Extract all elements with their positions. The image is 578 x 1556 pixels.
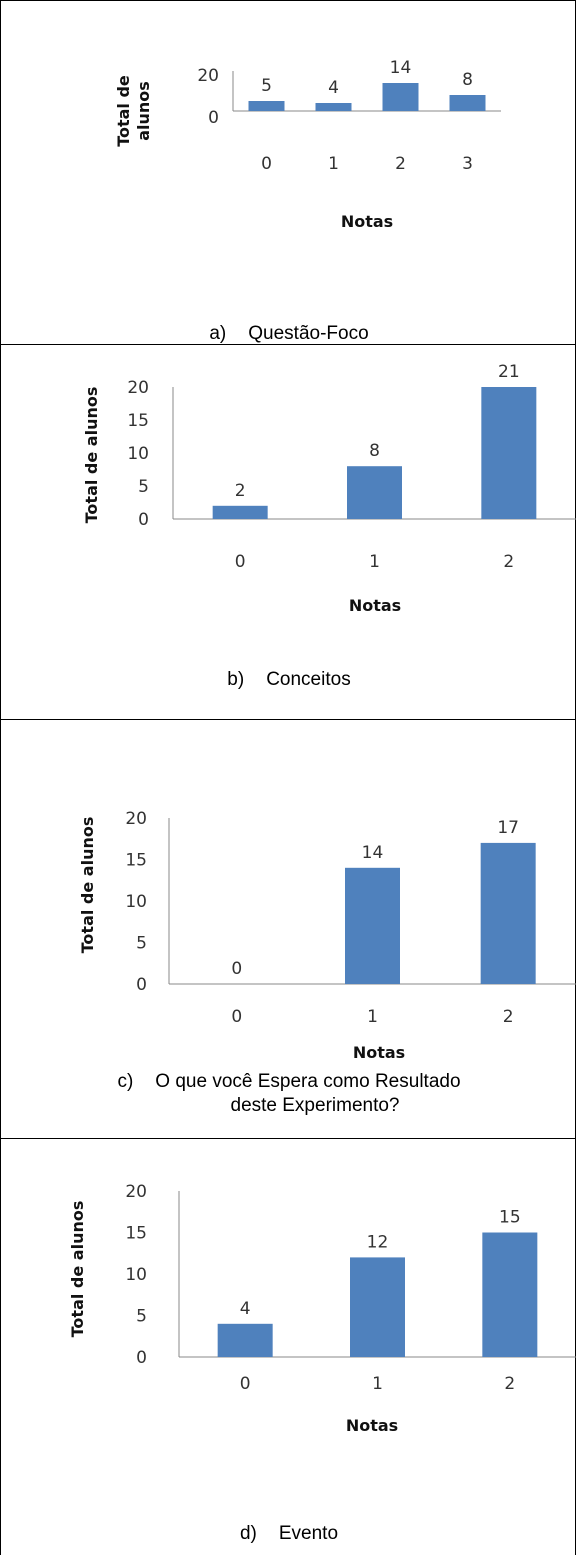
bar	[480, 842, 536, 984]
bar	[449, 95, 486, 111]
caption-b-letter: b)	[227, 669, 245, 690]
x-tick-label: 0	[231, 1007, 242, 1027]
bar	[345, 867, 400, 984]
y-tick-label: 20	[127, 378, 149, 398]
bar	[315, 103, 352, 111]
y-tick-label: 0	[136, 1348, 147, 1368]
y-axis-title-line1: Total de	[114, 75, 133, 147]
x-axis-title: Notas	[341, 212, 393, 231]
bar	[347, 466, 402, 519]
caption-a: a) Questão-Foco	[1, 323, 577, 345]
panel-a: 0 20 5 0 4 1 14 2 8 3 Notas Total de alunos a) Questã…	[0, 0, 576, 344]
y-tick-label: 20	[125, 809, 147, 829]
y-axis-title: Total de alunos	[114, 75, 153, 147]
caption-c: c) O que você Espera como Resultado deste…	[1, 1070, 577, 1118]
chart-c: 0 5 10 15 20 0 0 14 1 17 2 Notas Total de alunos	[78, 809, 576, 1062]
y-tick-label: 10	[125, 892, 147, 912]
y-tick-label: 0	[208, 108, 219, 128]
x-tick-label: 2	[504, 1374, 515, 1394]
x-tick-label: 1	[369, 552, 380, 572]
caption-a-text: Questão-Foco	[248, 323, 369, 344]
y-axis-title: Total de alunos	[82, 387, 101, 524]
data-label: 5	[261, 76, 272, 96]
y-tick-label: 5	[138, 477, 149, 497]
x-tick-label: 2	[395, 154, 406, 174]
y-axis-title: Total de alunos	[68, 1201, 87, 1338]
bar	[217, 1323, 273, 1357]
caption-d-text: Evento	[278, 1523, 339, 1544]
x-tick-label: 2	[503, 552, 514, 572]
bar	[212, 505, 268, 519]
x-tick-label: 3	[462, 154, 473, 174]
data-label: 14	[390, 58, 412, 78]
panel-d: 0 5 10 15 20 4 0 12 1 15 2 Notas Total de alunos d) E…	[0, 1138, 576, 1555]
data-label: 17	[497, 818, 519, 838]
y-axis-title-text: Total de alunos	[78, 817, 97, 954]
caption-d-letter: d)	[239, 1523, 257, 1544]
panel-b: 0 5 10 15 20 2 0 8 1 21 2 Notas Total de alunos b) Co…	[0, 344, 576, 719]
y-axis-title-text: Total de alunos	[82, 387, 101, 524]
x-tick-label: 1	[328, 154, 339, 174]
y-tick-label: 15	[127, 411, 149, 431]
x-axis-title: Notas	[349, 596, 401, 615]
y-tick-label: 10	[127, 444, 149, 464]
x-axis-title: Notas	[353, 1043, 405, 1062]
y-tick-label: 5	[136, 934, 147, 954]
y-tick-label: 10	[125, 1265, 147, 1285]
data-label: 15	[499, 1208, 521, 1228]
panel-c: 0 5 10 15 20 0 0 14 1 17 2 Notas Total de alunos c) O…	[0, 719, 576, 1138]
caption-a-letter: a)	[209, 323, 227, 344]
chart-a: 0 20 5 0 4 1 14 2 8 3 Notas Total de alunos	[114, 58, 501, 231]
bar	[350, 1257, 405, 1357]
bar	[248, 101, 285, 111]
data-label: 0	[231, 959, 242, 979]
caption-d: d) Evento	[1, 1523, 577, 1545]
caption-b: b) Conceitos	[1, 669, 577, 691]
data-label: 4	[240, 1299, 251, 1319]
caption-c-text: O que você Espera como Resultado	[155, 1071, 461, 1092]
y-tick-label: 20	[125, 1182, 147, 1202]
x-tick-label: 2	[503, 1007, 514, 1027]
y-axis-title-line2: alunos	[134, 81, 153, 141]
data-label: 21	[498, 362, 520, 382]
x-tick-label: 0	[261, 154, 272, 174]
caption-c-text-cont: deste Experimento?	[230, 1095, 400, 1116]
bar	[482, 1232, 538, 1357]
x-axis-title: Notas	[346, 1416, 398, 1435]
y-tick-label: 0	[138, 510, 149, 530]
data-label: 2	[235, 481, 246, 501]
data-label: 4	[328, 78, 339, 98]
data-label: 8	[369, 441, 380, 461]
y-tick-label: 5	[136, 1307, 147, 1327]
x-tick-label: 0	[240, 1374, 251, 1394]
y-axis-title-text: Total de alunos	[68, 1201, 87, 1338]
data-label: 14	[362, 843, 384, 863]
chart-d: 0 5 10 15 20 4 0 12 1 15 2 Notas Total de alunos	[68, 1182, 576, 1435]
y-tick-label: 0	[136, 975, 147, 995]
caption-c-letter: c)	[117, 1071, 134, 1092]
caption-b-text: Conceitos	[266, 669, 351, 690]
y-tick-label: 15	[125, 1224, 147, 1244]
x-tick-label: 1	[367, 1007, 378, 1027]
data-label: 8	[462, 70, 473, 90]
bar	[382, 83, 419, 111]
y-tick-label: 15	[125, 851, 147, 871]
y-tick-label: 20	[197, 66, 219, 86]
y-axis-title: Total de alunos	[78, 817, 97, 954]
data-label: 12	[367, 1232, 389, 1252]
x-tick-label: 0	[235, 552, 246, 572]
bar	[481, 387, 537, 519]
x-tick-label: 1	[372, 1374, 383, 1394]
